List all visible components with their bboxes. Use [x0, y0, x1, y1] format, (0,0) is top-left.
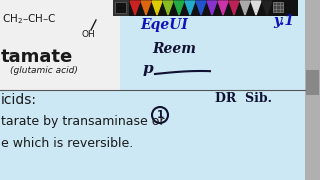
Text: 1: 1: [156, 110, 164, 120]
FancyBboxPatch shape: [305, 0, 320, 180]
Text: icids:: icids:: [1, 93, 37, 107]
FancyBboxPatch shape: [0, 0, 120, 90]
Polygon shape: [130, 1, 140, 15]
Text: Reem: Reem: [152, 42, 196, 56]
Text: p: p: [143, 62, 154, 76]
FancyBboxPatch shape: [273, 2, 283, 12]
Polygon shape: [174, 1, 184, 15]
Polygon shape: [141, 1, 151, 15]
Text: tamate: tamate: [1, 48, 73, 66]
Polygon shape: [251, 1, 261, 15]
Text: (glutamic acid): (glutamic acid): [10, 66, 78, 75]
Text: tarate by transaminase or: tarate by transaminase or: [1, 115, 164, 128]
Text: DR  Sib.: DR Sib.: [215, 92, 272, 105]
Polygon shape: [262, 1, 272, 15]
FancyBboxPatch shape: [113, 0, 129, 16]
Text: y.1: y.1: [273, 14, 294, 28]
Polygon shape: [196, 1, 206, 15]
Polygon shape: [229, 1, 239, 15]
Polygon shape: [207, 1, 217, 15]
Text: EqeUI: EqeUI: [140, 18, 188, 32]
Polygon shape: [152, 1, 162, 15]
Text: OH: OH: [82, 30, 96, 39]
Text: e which is reversible.: e which is reversible.: [1, 137, 133, 150]
FancyBboxPatch shape: [306, 70, 319, 95]
Polygon shape: [218, 1, 228, 15]
Polygon shape: [185, 1, 195, 15]
Polygon shape: [163, 1, 173, 15]
Polygon shape: [240, 1, 250, 15]
Text: CH$_2$–CH–C: CH$_2$–CH–C: [2, 12, 56, 26]
FancyBboxPatch shape: [113, 0, 298, 16]
FancyBboxPatch shape: [115, 2, 126, 13]
